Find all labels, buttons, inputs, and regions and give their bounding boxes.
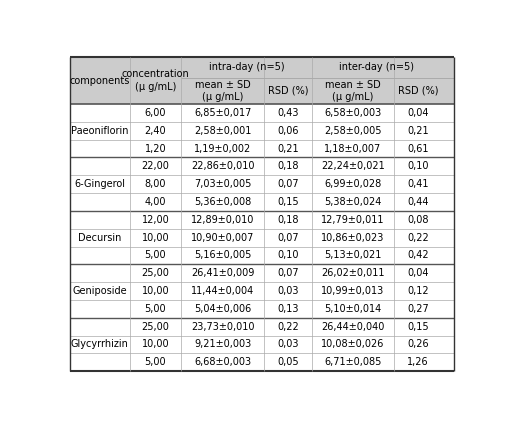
Text: 0,61: 0,61: [407, 144, 429, 153]
Text: 0,15: 0,15: [407, 322, 429, 332]
Text: mean ± SD
(μ g/mL): mean ± SD (μ g/mL): [195, 80, 250, 102]
Text: 0,22: 0,22: [277, 322, 298, 332]
Text: 0,04: 0,04: [407, 108, 429, 118]
Text: 0,44: 0,44: [407, 197, 429, 207]
Text: 2,58±0,001: 2,58±0,001: [194, 126, 251, 136]
Bar: [393, 57, 395, 78]
Text: 0,43: 0,43: [277, 108, 298, 118]
Text: 6,00: 6,00: [145, 108, 166, 118]
Text: 12,89±0,010: 12,89±0,010: [191, 215, 254, 225]
Text: 25,00: 25,00: [142, 268, 169, 278]
Text: 1,20: 1,20: [145, 144, 166, 153]
Text: 0,26: 0,26: [407, 340, 429, 349]
Text: 6,71±0,085: 6,71±0,085: [324, 357, 382, 367]
Text: 0,18: 0,18: [277, 162, 298, 171]
Text: 1,26: 1,26: [407, 357, 429, 367]
Text: 5,10±0,014: 5,10±0,014: [324, 304, 382, 314]
Text: 6,99±0,028: 6,99±0,028: [324, 179, 382, 189]
Text: 0,07: 0,07: [277, 179, 298, 189]
Text: 0,07: 0,07: [277, 233, 298, 243]
Text: Geniposide: Geniposide: [73, 286, 127, 296]
Text: RSD (%): RSD (%): [398, 86, 438, 96]
Text: 10,00: 10,00: [142, 233, 169, 243]
Text: inter-day (n=5): inter-day (n=5): [339, 62, 414, 73]
Text: 22,24±0,021: 22,24±0,021: [321, 162, 385, 171]
Text: 0,06: 0,06: [277, 126, 298, 136]
Text: 10,08±0,026: 10,08±0,026: [321, 340, 385, 349]
Text: 5,00: 5,00: [145, 304, 166, 314]
Text: 9,21±0,003: 9,21±0,003: [194, 340, 251, 349]
Text: 22,00: 22,00: [142, 162, 169, 171]
Text: 2,40: 2,40: [145, 126, 166, 136]
Text: 10,86±0,023: 10,86±0,023: [321, 233, 385, 243]
Text: 26,41±0,009: 26,41±0,009: [191, 268, 254, 278]
Text: 0,10: 0,10: [277, 251, 298, 260]
Text: 10,00: 10,00: [142, 286, 169, 296]
Text: 0,03: 0,03: [277, 340, 298, 349]
Text: 0,27: 0,27: [407, 304, 429, 314]
Text: 0,03: 0,03: [277, 286, 298, 296]
Text: Decursin: Decursin: [78, 233, 122, 243]
Text: 5,16±0,005: 5,16±0,005: [194, 251, 251, 260]
Text: 10,00: 10,00: [142, 340, 169, 349]
Text: 1,18±0,007: 1,18±0,007: [324, 144, 382, 153]
Text: 0,10: 0,10: [407, 162, 429, 171]
Text: 4,00: 4,00: [145, 197, 166, 207]
Text: 0,07: 0,07: [277, 268, 298, 278]
Text: 0,41: 0,41: [407, 179, 429, 189]
Text: 6,68±0,003: 6,68±0,003: [194, 357, 251, 367]
Text: 0,21: 0,21: [407, 126, 429, 136]
Text: 8,00: 8,00: [145, 179, 166, 189]
Text: 7,03±0,005: 7,03±0,005: [194, 179, 251, 189]
Text: 5,13±0,021: 5,13±0,021: [324, 251, 382, 260]
Text: 22,86±0,010: 22,86±0,010: [191, 162, 254, 171]
Text: 0,05: 0,05: [277, 357, 298, 367]
Bar: [263, 57, 265, 78]
Text: 12,00: 12,00: [142, 215, 169, 225]
Text: 5,04±0,006: 5,04±0,006: [194, 304, 251, 314]
Text: intra-day (n=5): intra-day (n=5): [208, 62, 284, 73]
Text: 26,02±0,011: 26,02±0,011: [321, 268, 385, 278]
Text: 0,15: 0,15: [277, 197, 298, 207]
Text: 0,08: 0,08: [407, 215, 429, 225]
Text: 0,18: 0,18: [277, 215, 298, 225]
Bar: [70, 104, 454, 371]
Text: 6-Gingerol: 6-Gingerol: [74, 179, 125, 189]
Text: 0,04: 0,04: [407, 268, 429, 278]
Text: Glycyrrhizin: Glycyrrhizin: [71, 340, 129, 349]
Text: 5,00: 5,00: [145, 357, 166, 367]
Text: 6,58±0,003: 6,58±0,003: [324, 108, 382, 118]
Text: Paeoniflorin: Paeoniflorin: [71, 126, 129, 136]
Text: components: components: [69, 75, 130, 86]
Text: 0,21: 0,21: [277, 144, 298, 153]
Text: 23,73±0,010: 23,73±0,010: [191, 322, 254, 332]
Text: concentration
(μ g/mL): concentration (μ g/mL): [122, 69, 189, 92]
Text: 26,44±0,040: 26,44±0,040: [321, 322, 385, 332]
Text: 0,42: 0,42: [407, 251, 429, 260]
Text: 12,79±0,011: 12,79±0,011: [321, 215, 385, 225]
Text: 5,00: 5,00: [145, 251, 166, 260]
Bar: [70, 57, 454, 104]
Text: 5,38±0,024: 5,38±0,024: [324, 197, 382, 207]
Text: 10,99±0,013: 10,99±0,013: [321, 286, 385, 296]
Text: 1,19±0,002: 1,19±0,002: [194, 144, 251, 153]
Text: RSD (%): RSD (%): [268, 86, 308, 96]
Text: mean ± SD
(μ g/mL): mean ± SD (μ g/mL): [325, 80, 381, 102]
Text: 0,12: 0,12: [407, 286, 429, 296]
Text: 25,00: 25,00: [142, 322, 169, 332]
Text: 0,22: 0,22: [407, 233, 429, 243]
Text: 10,90±0,007: 10,90±0,007: [191, 233, 254, 243]
Text: 0,13: 0,13: [277, 304, 298, 314]
Text: 6,85±0,017: 6,85±0,017: [194, 108, 251, 118]
Text: 5,36±0,008: 5,36±0,008: [194, 197, 251, 207]
Text: 2,58±0,005: 2,58±0,005: [324, 126, 382, 136]
Text: 11,44±0,004: 11,44±0,004: [191, 286, 254, 296]
